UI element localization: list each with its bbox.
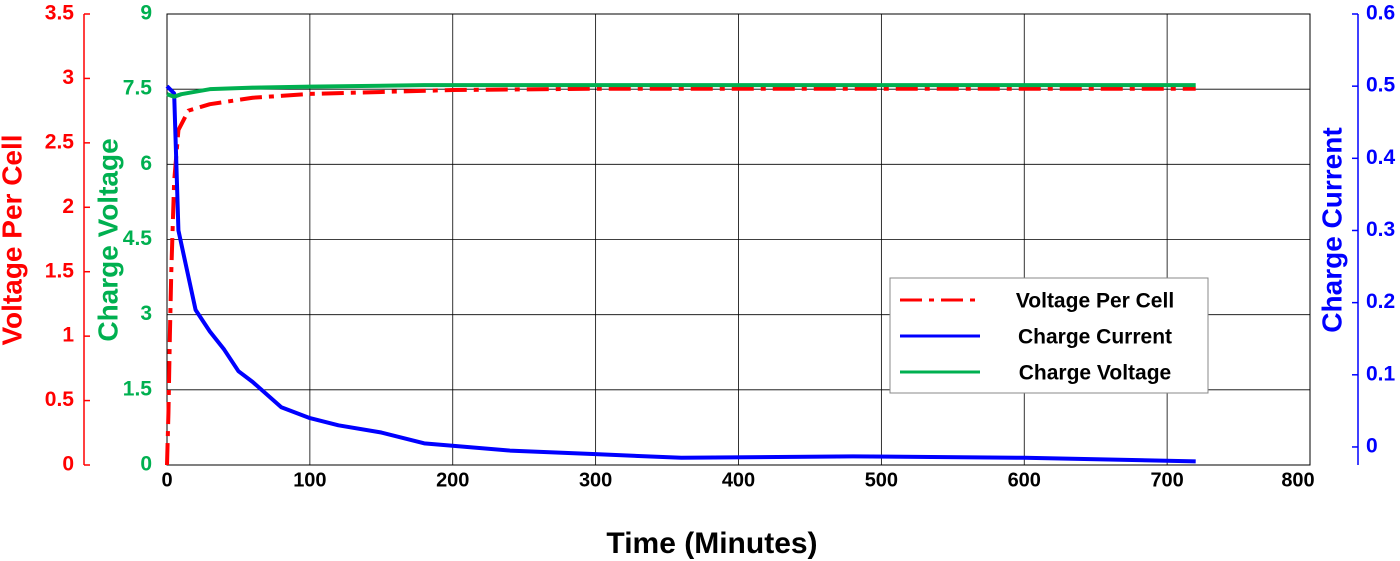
y3-axis-label: Voltage Per Cell xyxy=(0,134,27,345)
y-tick-label: 6 xyxy=(140,152,152,175)
x-axis-label: Time (Minutes) xyxy=(606,527,817,560)
y3-tick-label: 1.5 xyxy=(45,259,75,282)
y2-tick-label: 0.4 xyxy=(1366,146,1396,169)
y2-tick-label: 0.3 xyxy=(1366,218,1395,241)
y2-tick-label: 0.1 xyxy=(1366,362,1396,385)
x-tick-label: 500 xyxy=(865,469,898,491)
y2-tick-label: 0 xyxy=(1366,435,1378,458)
y-tick-label: 0 xyxy=(140,453,152,476)
y2-tick-label: 0.2 xyxy=(1366,290,1395,313)
x-tick-label: 100 xyxy=(293,469,326,491)
y3-tick-label: 3.5 xyxy=(45,2,75,25)
y2-axis-label: Charge Current xyxy=(1316,127,1347,332)
y3-tick-label: 3 xyxy=(62,66,74,89)
y3-tick-label: 2 xyxy=(62,195,74,218)
y3-tick-label: 0.5 xyxy=(45,388,75,411)
x-tick-label: 0 xyxy=(161,469,172,491)
x-tick-label: 300 xyxy=(579,469,612,491)
y2-tick-label: 0.5 xyxy=(1366,74,1396,97)
series-line xyxy=(165,84,1196,464)
legend-label: Voltage Per Cell xyxy=(1016,290,1174,313)
y2-tick-label: 0.6 xyxy=(1366,2,1395,25)
y-tick-label: 1.5 xyxy=(123,377,153,400)
plot-frame xyxy=(166,13,1311,466)
y-tick-label: 7.5 xyxy=(123,77,153,100)
series-line xyxy=(165,86,1196,466)
x-tick-label: 800 xyxy=(1281,469,1314,491)
y3-tick-label: 2.5 xyxy=(45,130,75,153)
y3-tick-label: 1 xyxy=(62,324,74,347)
x-tick-label: 600 xyxy=(1008,469,1041,491)
x-tick-label: 700 xyxy=(1150,469,1183,491)
y-axis-label: Charge Voltage xyxy=(92,138,123,341)
x-tick-label: 200 xyxy=(436,469,469,491)
series-line xyxy=(166,83,1196,99)
y-tick-label: 4.5 xyxy=(123,227,153,250)
legend-label: Charge Voltage xyxy=(1019,362,1171,385)
x-tick-label: 400 xyxy=(722,469,755,491)
y3-tick-label: 0 xyxy=(62,453,74,476)
y-tick-label: 9 xyxy=(140,2,152,25)
legend-label: Charge Current xyxy=(1018,326,1172,349)
y-tick-label: 3 xyxy=(140,302,152,325)
